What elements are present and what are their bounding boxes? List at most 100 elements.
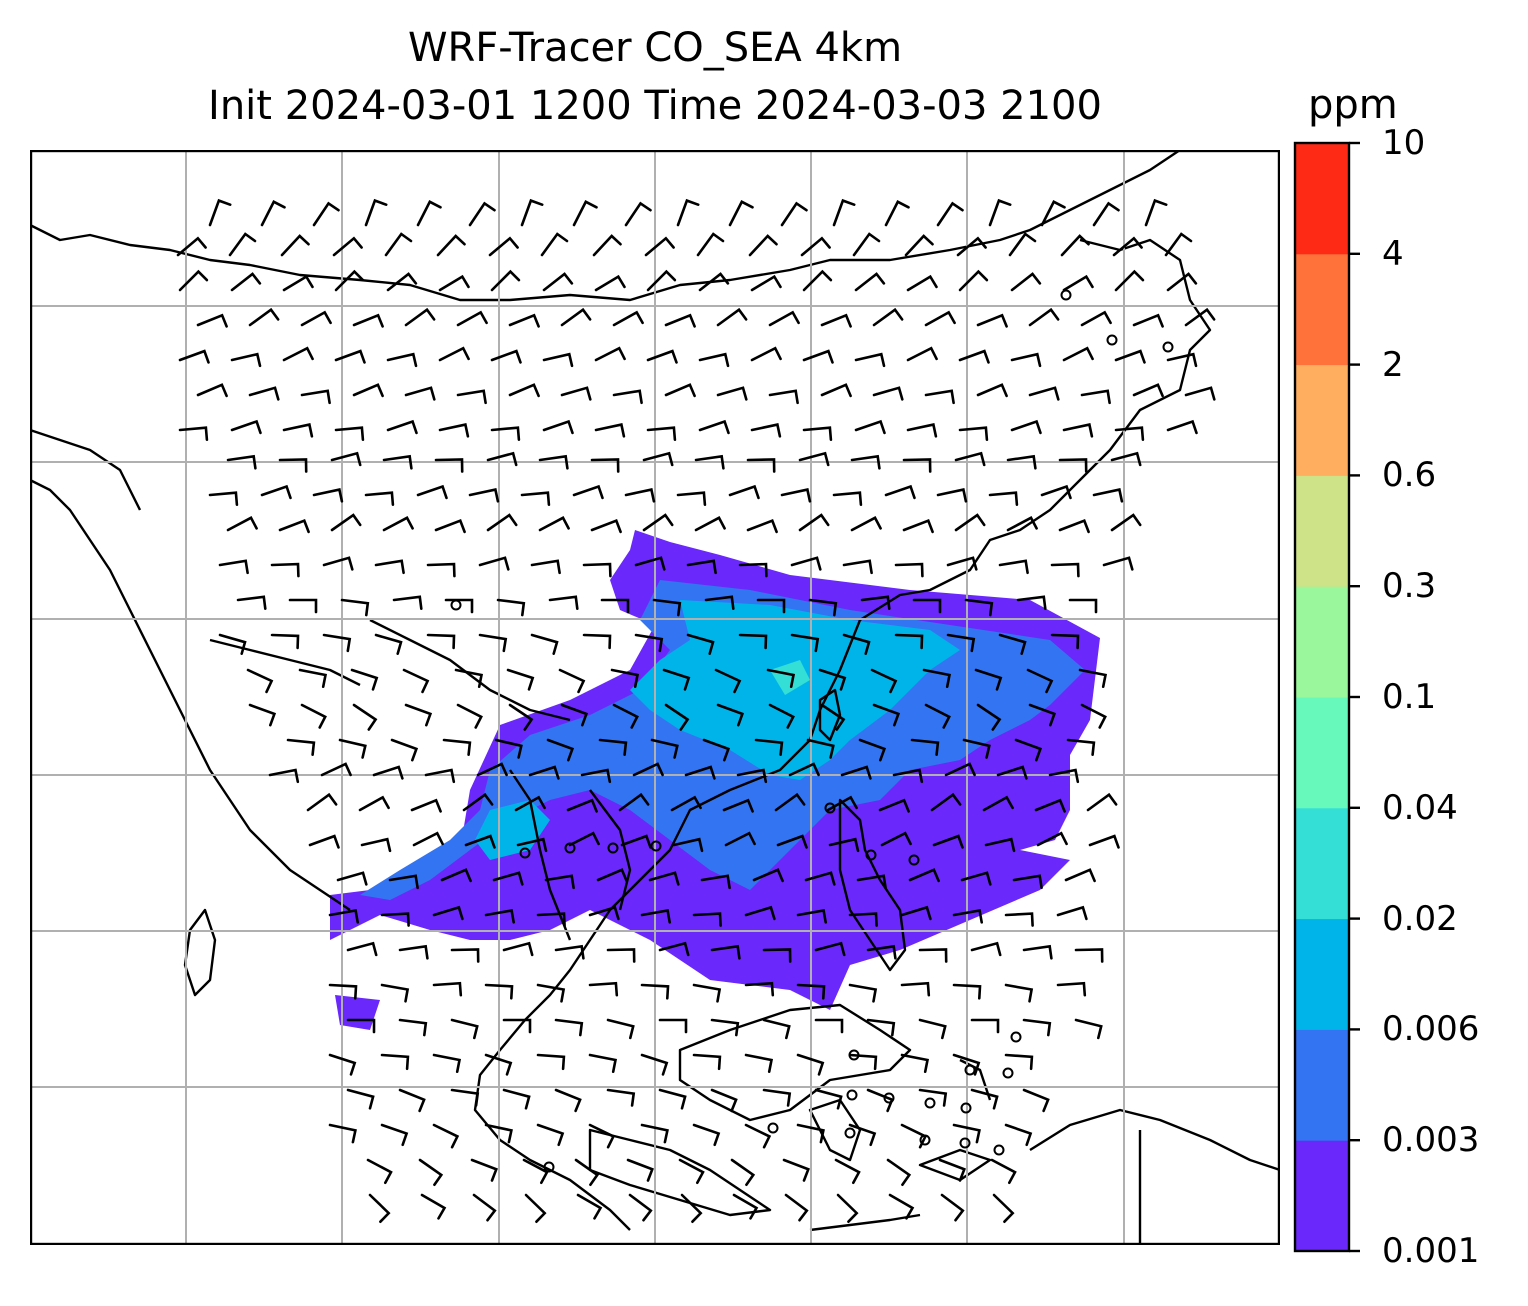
wind-barb [800,236,831,257]
wind-barb [958,426,989,441]
calm-wind-marker [519,847,531,859]
wind-barb [438,423,470,438]
wind-barb [328,908,359,924]
wind-barb [866,1088,894,1113]
wind-barb [404,386,436,401]
wind-barb [496,598,526,617]
wind-barb [646,269,677,292]
wind-barb [398,944,429,960]
colorbar [1293,141,1360,1253]
wind-barb [826,795,858,812]
calm-wind-marker [908,854,920,866]
wind-barb [502,941,534,957]
wind-barb [872,703,901,727]
wind-barb [464,834,496,849]
wind-barb [1114,426,1145,441]
wind-barb [768,389,799,405]
wind-barb [352,313,384,328]
wind-barb [924,389,955,405]
wind-barb [1058,458,1088,473]
wind-barb [282,274,314,292]
wind-barb [386,352,418,368]
colorbar-segment [1295,364,1349,476]
wind-barb [590,458,620,473]
wind-barb [958,349,990,364]
wind-barb [536,1053,566,1071]
wind-barb [808,598,838,617]
wind-barb [642,513,674,532]
wind-barb [484,1123,513,1144]
wind-barb [454,668,484,688]
wind-barb [938,1158,966,1182]
wind-barb [530,559,561,575]
wind-barb [398,1088,426,1113]
wind-barb [546,738,575,762]
wind-barb [848,1123,877,1147]
wind-barb [746,458,776,473]
colorbar-tick-label: 0.3 [1382,566,1437,607]
wind-barb [312,488,344,503]
wind-barb [554,944,585,960]
wind-barb [1028,386,1060,401]
wind-barb [524,1193,547,1223]
wind-barb [988,198,1012,227]
wind-barb [662,668,691,691]
wind-barb [1006,516,1038,532]
wind-barb [248,703,277,727]
wind-barb [620,834,652,849]
wind-barb [908,868,940,883]
wind-barb [434,458,464,473]
wind-barb [906,274,938,292]
wind-barb [820,313,852,328]
wind-barb [796,1053,825,1076]
wind-barb [1004,983,1034,1003]
wind-barb [196,383,228,398]
wind-barb [1112,236,1143,257]
wind-barb [514,795,546,812]
wind-barb [588,1053,618,1073]
wind-barb [576,1193,603,1220]
wind-barb [490,349,522,364]
wind-barb [432,981,463,997]
wind-barb [374,559,405,575]
wind-barb [1058,519,1090,534]
wind-barb [1068,598,1098,614]
wind-barb [416,200,442,227]
colorbar-tick-label: 0.04 [1382,787,1458,828]
wind-barb [350,668,379,691]
wind-barb [502,1088,531,1110]
wind-barb [892,768,924,784]
wind-barb [906,346,938,362]
wind-barb [300,703,327,729]
wind-barb [806,738,835,759]
wind-barb [940,1193,965,1222]
wind-barb [692,983,722,1003]
wind-barb [404,703,433,727]
wind-barb [328,983,358,1000]
wind-barb [698,419,730,435]
wind-barb [724,831,756,847]
wind-barb [700,874,731,890]
wind-barb [1062,346,1094,362]
wind-barb [1132,383,1164,398]
wind-barb [582,633,612,650]
wind-barb [346,1088,375,1110]
wind-barb [680,1193,703,1223]
colorbar-tick-label: 10 [1382,123,1426,163]
wind-barb [958,269,989,292]
wind-barb [226,516,258,532]
wind-barb [744,1053,774,1073]
colorbar-segment [1295,918,1349,1030]
wind-barb [776,834,808,849]
wind-barb [306,792,338,812]
wind-barb [1110,451,1142,467]
wind-barb [404,307,436,327]
wind-barb [554,1018,584,1037]
calm-wind-marker [883,1092,895,1104]
wind-barb [456,389,487,405]
wind-barb [548,595,579,610]
calm-wind-marker [767,1122,779,1134]
wind-barb [1036,831,1068,847]
wind-barb [1010,419,1042,435]
wind-barb [840,765,872,780]
